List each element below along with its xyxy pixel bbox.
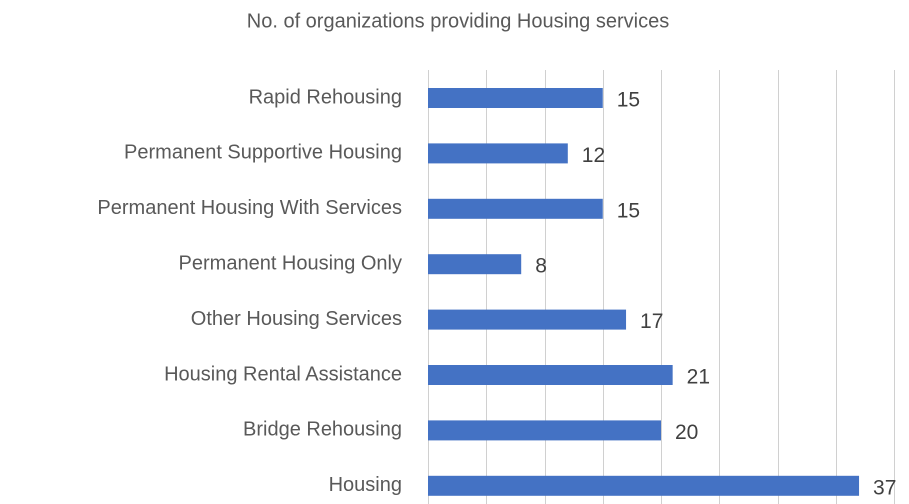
data-label: 21 xyxy=(687,366,710,389)
y-tick-label: Rapid Rehousing xyxy=(249,86,402,108)
data-label: 17 xyxy=(640,310,663,333)
bar xyxy=(428,88,603,108)
y-tick-label: Housing xyxy=(329,474,402,496)
bar xyxy=(428,420,661,441)
bar xyxy=(428,143,568,164)
y-tick-label: Permanent Housing With Services xyxy=(97,197,402,219)
data-label: 37 xyxy=(873,476,896,499)
bar xyxy=(428,254,522,275)
y-tick-label: Bridge Rehousing xyxy=(243,419,402,441)
data-label: 20 xyxy=(675,421,698,444)
bar xyxy=(428,198,603,219)
chart-title: No. of organizations providing Housing s… xyxy=(247,10,669,32)
bar xyxy=(428,365,673,385)
y-tick-label: Permanent Housing Only xyxy=(179,252,402,274)
y-tick-label: Other Housing Services xyxy=(191,308,402,330)
y-tick-label: Housing Rental Assistance xyxy=(164,363,402,385)
bar xyxy=(428,475,860,496)
bar xyxy=(428,309,627,330)
data-label: 12 xyxy=(582,144,605,167)
data-label: 8 xyxy=(535,255,547,278)
y-tick-label: Permanent Supportive Housing xyxy=(124,142,402,164)
data-label: 15 xyxy=(617,199,640,222)
data-label: 15 xyxy=(617,89,640,112)
